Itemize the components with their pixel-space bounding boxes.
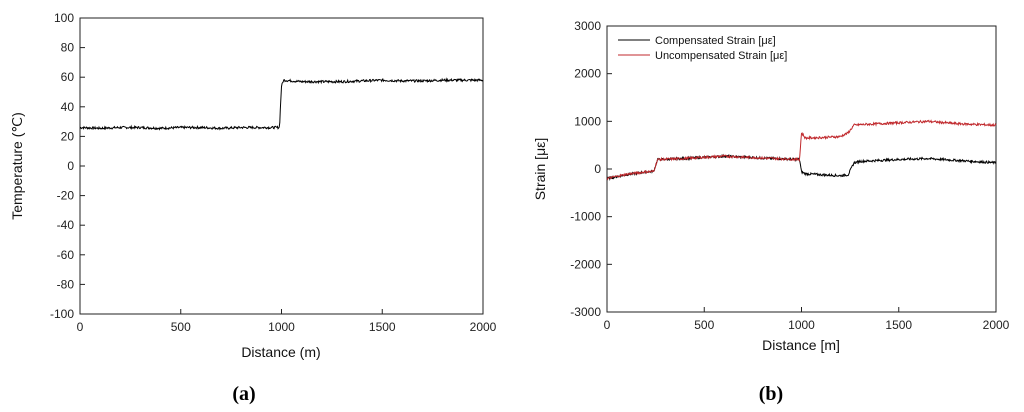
legend-label-compensated: Compensated Strain [με] — [655, 35, 776, 47]
x-tick-label-b-4: 2000 — [983, 318, 1010, 332]
x-tick-label-a-4: 2000 — [470, 320, 497, 334]
y-tick-label-b-4: -1000 — [570, 210, 601, 224]
x-tick-label-a-2: 1000 — [268, 320, 295, 334]
y-tick-label-a-8: -60 — [57, 248, 75, 262]
x-axis-label-a: Distance (m) — [241, 344, 320, 360]
y-tick-label-a-1: 80 — [61, 41, 75, 55]
strain-chart: 0 500 1000 1500 2000 3000 2000 1000 0 -1000 -2000 -… — [532, 19, 1010, 405]
y-tick-label-b-0: 3000 — [574, 19, 601, 33]
x-tick-label-a-1: 500 — [171, 320, 191, 334]
y-tick-label-a-2: 60 — [61, 70, 75, 84]
y-tick-label-a-4: 20 — [61, 129, 75, 143]
x-tick-label-a-3: 1500 — [369, 320, 396, 334]
y-tick-label-b-3: 0 — [594, 162, 601, 176]
y-tick-label-a-7: -40 — [57, 218, 75, 232]
series-line-a-0 — [79, 77, 484, 131]
panel-label-a: (a) — [232, 383, 255, 405]
y-tick-label-a-5: 0 — [67, 159, 74, 173]
y-tick-label-a-3: 40 — [61, 100, 75, 114]
y-tick-label-a-0: 100 — [54, 11, 74, 25]
x-tick-label-b-3: 1500 — [885, 318, 912, 332]
y-tick-label-b-1: 2000 — [574, 67, 601, 81]
legend-label-uncompensated: Uncompensated Strain [με] — [655, 50, 787, 62]
y-tick-label-a-10: -100 — [50, 307, 74, 321]
plot-frame-a — [79, 17, 484, 315]
legend: Compensated Strain [με] Uncompensated St… — [618, 35, 787, 62]
panel-label-b: (b) — [759, 383, 783, 405]
x-tick-label-b-2: 1000 — [788, 318, 815, 332]
y-tick-label-b-6: -3000 — [570, 305, 601, 319]
series-line-b-1 — [606, 119, 997, 181]
x-tick-label-b-0: 0 — [604, 318, 611, 332]
x-tick-label-b-1: 500 — [694, 318, 714, 332]
x-tick-label-a-0: 0 — [77, 320, 84, 334]
x-axis-label-b: Distance [m] — [762, 337, 840, 353]
y-tick-label-b-2: 1000 — [574, 114, 601, 128]
y-tick-label-a-9: -80 — [57, 277, 75, 291]
y-tick-label-a-6: -20 — [57, 189, 75, 203]
temperature-chart: 0 500 1000 1500 2000 100 80 60 40 20 0 -20 -40 -60 -80… — [9, 11, 497, 405]
y-tick-label-b-5: -2000 — [570, 257, 601, 271]
y-axis-label-a: Temperature (℃) — [9, 112, 25, 220]
y-axis-label-b: Strain [με] — [532, 138, 548, 201]
